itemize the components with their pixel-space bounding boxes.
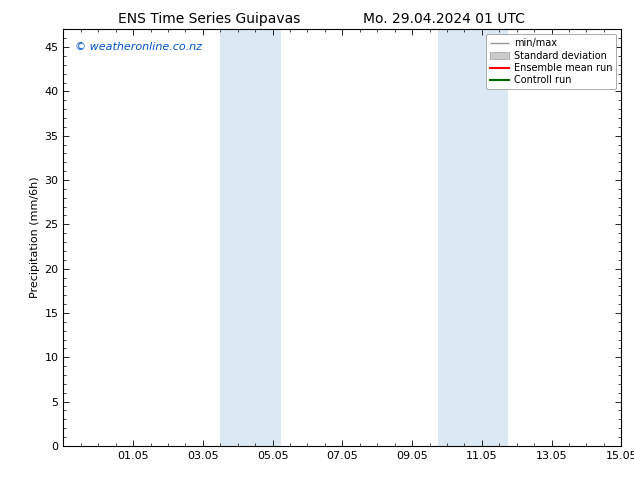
Bar [221,29,281,446]
Y-axis label: Precipitation (mm/6h): Precipitation (mm/6h) [30,177,40,298]
Legend: min/max, Standard deviation, Ensemble mean run, Controll run: min/max, Standard deviation, Ensemble me… [486,34,616,89]
Bar [438,29,508,446]
Text: ENS Time Series Guipavas: ENS Time Series Guipavas [118,12,301,26]
Text: © weatheronline.co.nz: © weatheronline.co.nz [75,42,202,52]
Text: Mo. 29.04.2024 01 UTC: Mo. 29.04.2024 01 UTC [363,12,525,26]
